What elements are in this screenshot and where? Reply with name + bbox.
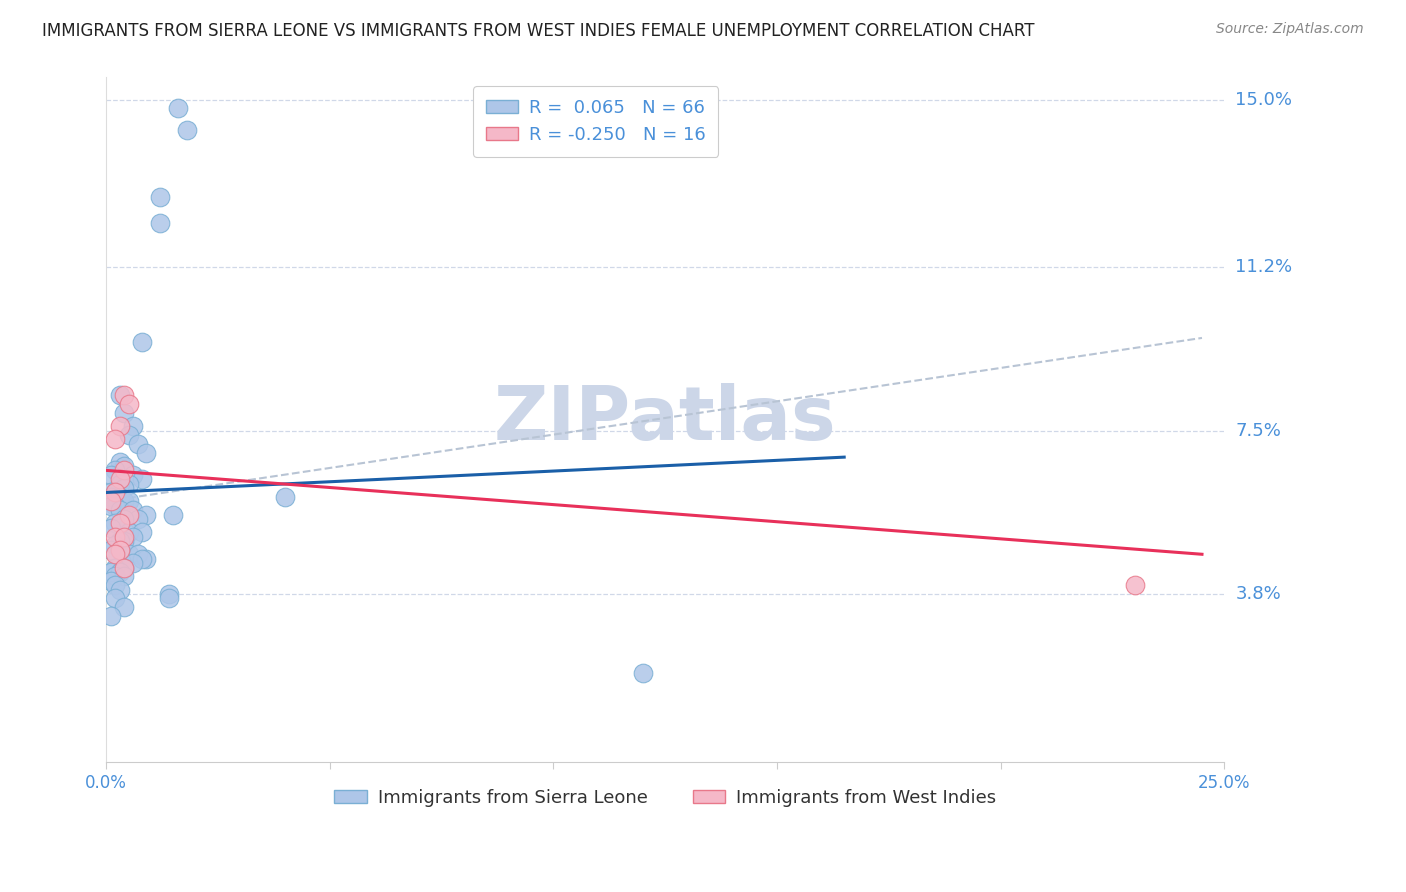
Point [112,600,135,615]
Point [100,565,122,579]
Point [104,547,127,561]
Point [104,560,127,574]
Point [162,508,184,522]
Point [100,574,122,588]
Point [274,490,297,504]
Point [108,542,131,557]
Text: ZIPatlas: ZIPatlas [494,383,837,456]
Point [104,485,127,500]
Point [135,508,157,522]
Point [100,467,122,482]
Point [112,530,135,544]
Point [127,512,149,526]
Text: 11.2%: 11.2% [1236,259,1292,277]
Point [112,458,135,473]
Point [631,666,654,681]
Point [104,591,127,606]
Point [108,490,131,504]
Point [100,609,122,624]
Point [100,499,122,513]
Point [166,101,188,115]
Point [108,534,131,549]
Point [127,547,149,561]
Point [176,123,198,137]
Point [117,547,139,561]
Point [157,591,180,606]
Point [117,428,139,442]
Point [112,512,135,526]
Point [104,516,127,531]
Point [108,565,131,579]
Point [117,476,139,491]
Point [108,419,131,434]
Point [104,578,127,592]
Point [122,503,145,517]
Point [117,525,139,540]
Point [112,494,135,508]
Point [122,467,145,482]
Point [135,551,157,566]
Point [112,534,135,549]
Point [100,494,122,508]
Point [104,463,127,477]
Text: Source: ZipAtlas.com: Source: ZipAtlas.com [1216,22,1364,37]
Point [122,419,145,434]
Point [1123,578,1146,592]
Point [149,216,172,230]
Point [104,433,127,447]
Text: 15.0%: 15.0% [1236,90,1292,109]
Point [108,472,131,486]
Point [117,494,139,508]
Legend: Immigrants from Sierra Leone, Immigrants from West Indies: Immigrants from Sierra Leone, Immigrants… [328,782,1004,814]
Point [127,437,149,451]
Text: 3.8%: 3.8% [1236,585,1281,603]
Point [112,388,135,402]
Point [135,446,157,460]
Text: IMMIGRANTS FROM SIERRA LEONE VS IMMIGRANTS FROM WEST INDIES FEMALE UNEMPLOYMENT : IMMIGRANTS FROM SIERRA LEONE VS IMMIGRAN… [42,22,1035,40]
Point [104,499,127,513]
Point [131,335,153,350]
Point [149,189,172,203]
Point [112,569,135,583]
Point [108,542,131,557]
Point [100,521,122,535]
Point [117,508,139,522]
Point [108,582,131,597]
Point [104,538,127,552]
Point [112,463,135,477]
Point [157,587,180,601]
Point [122,556,145,570]
Point [112,481,135,495]
Point [131,525,153,540]
Point [100,490,122,504]
Point [108,516,131,531]
Point [104,530,127,544]
Point [104,485,127,500]
Point [112,406,135,420]
Text: 7.5%: 7.5% [1236,422,1281,440]
Point [100,485,122,500]
Point [117,397,139,411]
Point [108,388,131,402]
Point [131,551,153,566]
Point [122,530,145,544]
Point [112,560,135,574]
Point [131,472,153,486]
Point [112,560,135,574]
Point [100,542,122,557]
Point [108,516,131,531]
Point [108,454,131,468]
Point [108,503,131,517]
Point [108,476,131,491]
Point [104,569,127,583]
